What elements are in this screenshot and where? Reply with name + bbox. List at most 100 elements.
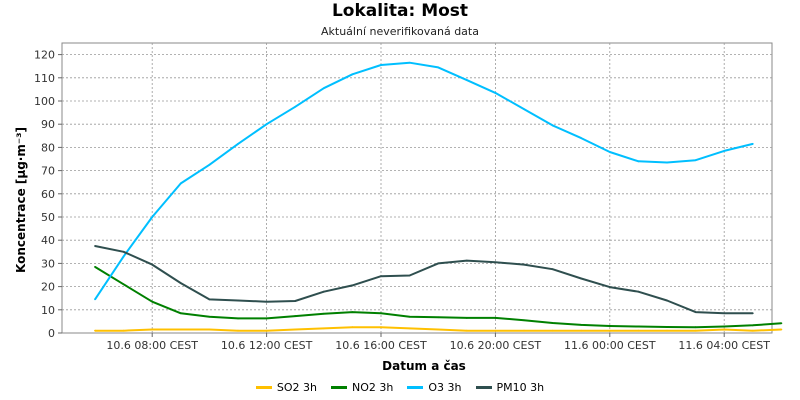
data-point xyxy=(551,322,554,324)
data-point xyxy=(437,262,440,265)
data-point xyxy=(523,329,525,332)
data-point xyxy=(637,325,640,328)
data-point xyxy=(294,328,297,331)
data-point xyxy=(465,317,468,319)
data-point xyxy=(608,329,611,332)
data-point xyxy=(294,315,297,317)
data-point xyxy=(465,79,468,82)
data-point xyxy=(351,73,354,76)
data-point xyxy=(408,315,411,318)
data-point xyxy=(751,143,754,145)
data-point xyxy=(208,315,211,318)
axes: 0 10 20 30 40 50 60 70 80 90 100 110 120 10.6 08:00 C… xyxy=(34,49,770,352)
y-tick-label: 30 xyxy=(41,257,55,270)
legend-item: PM10 3h xyxy=(475,381,545,394)
series-line-o3 xyxy=(94,61,754,300)
data-point xyxy=(723,325,726,328)
data-point xyxy=(294,300,297,302)
chart-subtitle: Aktuální neverifikovaná data xyxy=(321,25,479,38)
data-point xyxy=(637,329,640,332)
data-point xyxy=(694,159,697,162)
series-lines xyxy=(94,61,783,332)
data-point xyxy=(523,263,525,266)
data-point xyxy=(437,316,440,319)
data-point xyxy=(351,311,354,314)
data-point xyxy=(351,284,354,287)
data-point xyxy=(551,124,554,127)
data-point xyxy=(523,108,525,111)
data-point xyxy=(666,326,668,328)
data-point xyxy=(465,329,468,332)
data-point xyxy=(494,317,497,319)
data-point xyxy=(608,325,611,327)
data-point xyxy=(122,283,125,286)
x-tick-label: 10.6 16:00 CEST xyxy=(335,339,427,352)
data-point xyxy=(351,326,354,329)
legend-label: O3 3h xyxy=(428,381,462,394)
data-point xyxy=(179,328,182,331)
legend-label: PM10 3h xyxy=(496,381,545,394)
data-point xyxy=(751,324,754,327)
data-point xyxy=(580,277,583,280)
data-point xyxy=(322,312,325,315)
data-point xyxy=(465,259,468,262)
data-point xyxy=(666,329,668,332)
legend-item: SO2 3h xyxy=(255,381,317,394)
y-axis-label: Koncentrace [µg·m⁻³] xyxy=(14,127,28,273)
data-point xyxy=(437,328,440,331)
data-point xyxy=(265,317,268,320)
legend-item: NO2 3h xyxy=(331,381,393,394)
data-point xyxy=(580,329,583,332)
y-tick-label: 80 xyxy=(41,141,55,154)
data-point xyxy=(179,182,182,185)
data-point xyxy=(494,261,497,264)
data-point xyxy=(580,137,583,140)
data-point xyxy=(322,327,325,330)
data-point xyxy=(265,300,268,303)
y-tick-label: 40 xyxy=(41,234,55,247)
data-point xyxy=(380,64,382,66)
y-tick-label: 70 xyxy=(41,165,55,178)
x-tick-label: 10.6 12:00 CEST xyxy=(221,339,313,352)
data-point xyxy=(666,161,668,164)
data-point xyxy=(694,329,697,332)
data-point xyxy=(151,263,154,266)
data-point xyxy=(179,312,182,315)
x-axis-label: Datum a čas xyxy=(382,359,466,373)
data-point xyxy=(208,163,211,166)
x-tick-label: 10.6 20:00 CEST xyxy=(450,339,542,352)
y-tick-label: 90 xyxy=(41,118,55,131)
y-tick-label: 100 xyxy=(34,95,55,108)
data-point xyxy=(179,282,182,285)
y-tick-label: 0 xyxy=(48,327,55,340)
data-point xyxy=(751,312,754,315)
data-point xyxy=(723,149,726,152)
data-point xyxy=(322,87,325,90)
data-point xyxy=(637,160,640,163)
legend-swatch xyxy=(475,386,492,389)
data-point xyxy=(151,216,154,218)
data-point xyxy=(637,290,640,293)
data-point xyxy=(94,329,96,332)
grid-lines xyxy=(61,42,773,334)
data-point xyxy=(494,91,497,94)
x-tick-label: 11.6 04:00 CEST xyxy=(678,339,770,352)
data-point xyxy=(380,275,382,278)
data-point xyxy=(208,328,211,331)
data-point xyxy=(94,265,96,268)
data-point xyxy=(322,290,325,293)
data-point xyxy=(265,329,268,332)
data-point xyxy=(551,268,554,271)
data-point xyxy=(551,329,554,332)
y-tick-label: 60 xyxy=(41,188,55,201)
data-point xyxy=(122,329,125,332)
y-tick-label: 20 xyxy=(41,281,55,294)
y-tick-label: 50 xyxy=(41,211,55,224)
data-point xyxy=(666,299,668,302)
data-point xyxy=(94,245,96,247)
data-point xyxy=(380,326,382,329)
data-point xyxy=(723,312,726,315)
data-point xyxy=(494,329,497,332)
x-tick-label: 11.6 00:00 CEST xyxy=(564,339,656,352)
data-point xyxy=(94,298,96,301)
